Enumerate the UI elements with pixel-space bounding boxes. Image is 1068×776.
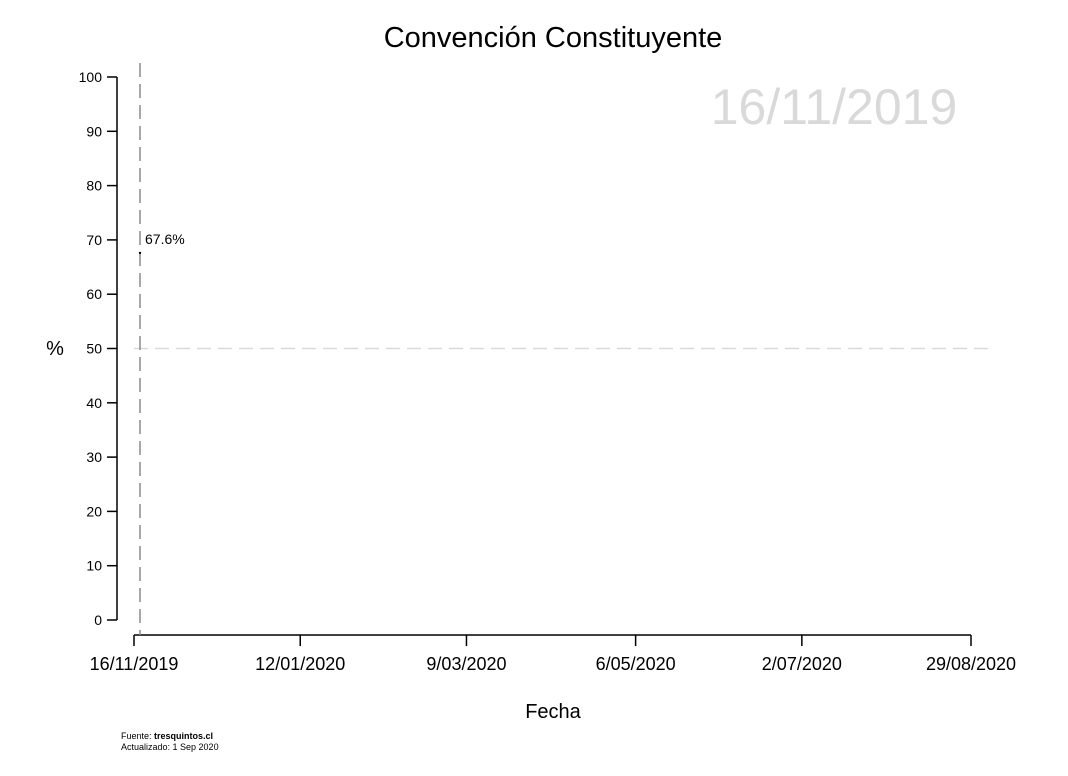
current-date-watermark: 16/11/2019 bbox=[711, 79, 958, 135]
y-tick-label: 0 bbox=[94, 612, 102, 628]
x-tick-label: 9/03/2020 bbox=[426, 654, 506, 674]
x-tick-label: 12/01/2020 bbox=[255, 654, 345, 674]
x-tick-label: 16/11/2019 bbox=[90, 654, 179, 674]
y-tick-label: 80 bbox=[86, 178, 102, 194]
reference-lines bbox=[134, 63, 992, 635]
chart-title: Convención Constituyente bbox=[384, 22, 723, 54]
data-marks: 67.6% bbox=[138, 231, 185, 255]
x-tick-label: 29/08/2020 bbox=[926, 654, 1016, 674]
x-tick-label: 2/07/2020 bbox=[762, 654, 842, 674]
x-tick-label: 6/05/2020 bbox=[596, 654, 676, 674]
source-link[interactable]: tresquintos.cl bbox=[154, 731, 214, 741]
y-tick-label: 100 bbox=[79, 69, 103, 85]
y-tick-label: 70 bbox=[86, 232, 102, 248]
y-tick-label: 20 bbox=[86, 503, 102, 519]
y-axis: 0 10 20 30 40 50 60 70 80 90 100 bbox=[79, 69, 118, 628]
y-tick-label: 30 bbox=[86, 449, 102, 465]
y-tick-label: 40 bbox=[86, 395, 102, 411]
x-axis: 16/11/2019 12/01/2020 9/03/2020 6/05/2020 2/… bbox=[90, 634, 1016, 674]
data-point bbox=[138, 251, 142, 255]
y-tick-label: 60 bbox=[86, 286, 102, 302]
updated-line: Actualizado: 1 Sep 2020 bbox=[121, 742, 219, 752]
y-tick-label: 90 bbox=[86, 123, 102, 139]
source-prefix: Fuente: bbox=[121, 731, 155, 741]
y-tick-label: 50 bbox=[86, 341, 102, 357]
y-tick-label: 10 bbox=[86, 558, 102, 574]
x-axis-label: Fecha bbox=[525, 701, 581, 723]
data-label: 67.6% bbox=[145, 231, 185, 247]
chart-footer: Fuente: tresquintos.cl Actualizado: 1 Se… bbox=[121, 731, 219, 753]
source-line: Fuente: tresquintos.cl bbox=[121, 731, 219, 742]
y-axis-label: % bbox=[46, 338, 64, 360]
